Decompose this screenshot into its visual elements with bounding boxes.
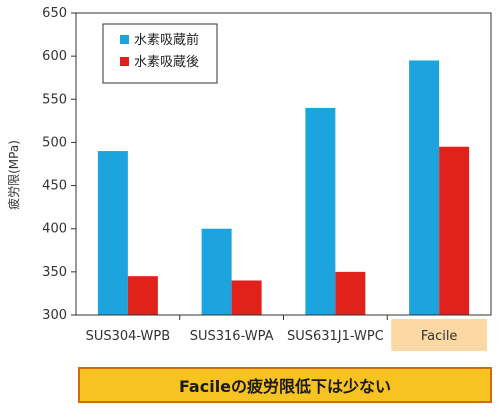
legend-swatch-1 bbox=[120, 57, 129, 66]
y-tick-label-550: 550 bbox=[42, 92, 67, 107]
y-tick-label-450: 450 bbox=[42, 179, 67, 194]
conclusion-banner: Facileの疲労限低下は少ない bbox=[78, 367, 492, 403]
y-axis-label: 疲労限(MPa) bbox=[6, 140, 21, 210]
highlight-category-box bbox=[391, 319, 487, 351]
bar-after-3 bbox=[439, 146, 470, 315]
legend-swatch-0 bbox=[120, 35, 129, 44]
legend-label-0: 水素吸蔵前 bbox=[134, 32, 199, 48]
bar-after-2 bbox=[335, 271, 366, 315]
y-tick-label-350: 350 bbox=[42, 265, 67, 280]
bar-before-1 bbox=[201, 228, 232, 315]
y-tick-label-650: 650 bbox=[42, 6, 67, 21]
y-tick-label-600: 600 bbox=[42, 49, 67, 64]
bar-before-2 bbox=[305, 107, 336, 316]
bar-after-1 bbox=[231, 280, 262, 315]
y-tick-label-400: 400 bbox=[42, 222, 67, 237]
bar-before-0 bbox=[97, 151, 128, 315]
legend-label-1: 水素吸蔵後 bbox=[134, 55, 199, 70]
category-label-3: Facile bbox=[421, 329, 458, 344]
category-label-2: SUS631J1-WPC bbox=[287, 329, 384, 344]
bar-before-3 bbox=[409, 60, 440, 316]
category-label-0: SUS304-WPB bbox=[86, 329, 171, 344]
y-tick-label-300: 300 bbox=[42, 308, 67, 323]
category-label-1: SUS316-WPA bbox=[190, 329, 274, 344]
legend-box bbox=[102, 23, 218, 84]
fatigue-limit-chart: 300 350 400 450 500 550 600 650 SUS304-WPB SUS31… bbox=[6, 6, 492, 351]
y-tick-label-500: 500 bbox=[42, 135, 67, 150]
bar-after-0 bbox=[127, 276, 158, 315]
